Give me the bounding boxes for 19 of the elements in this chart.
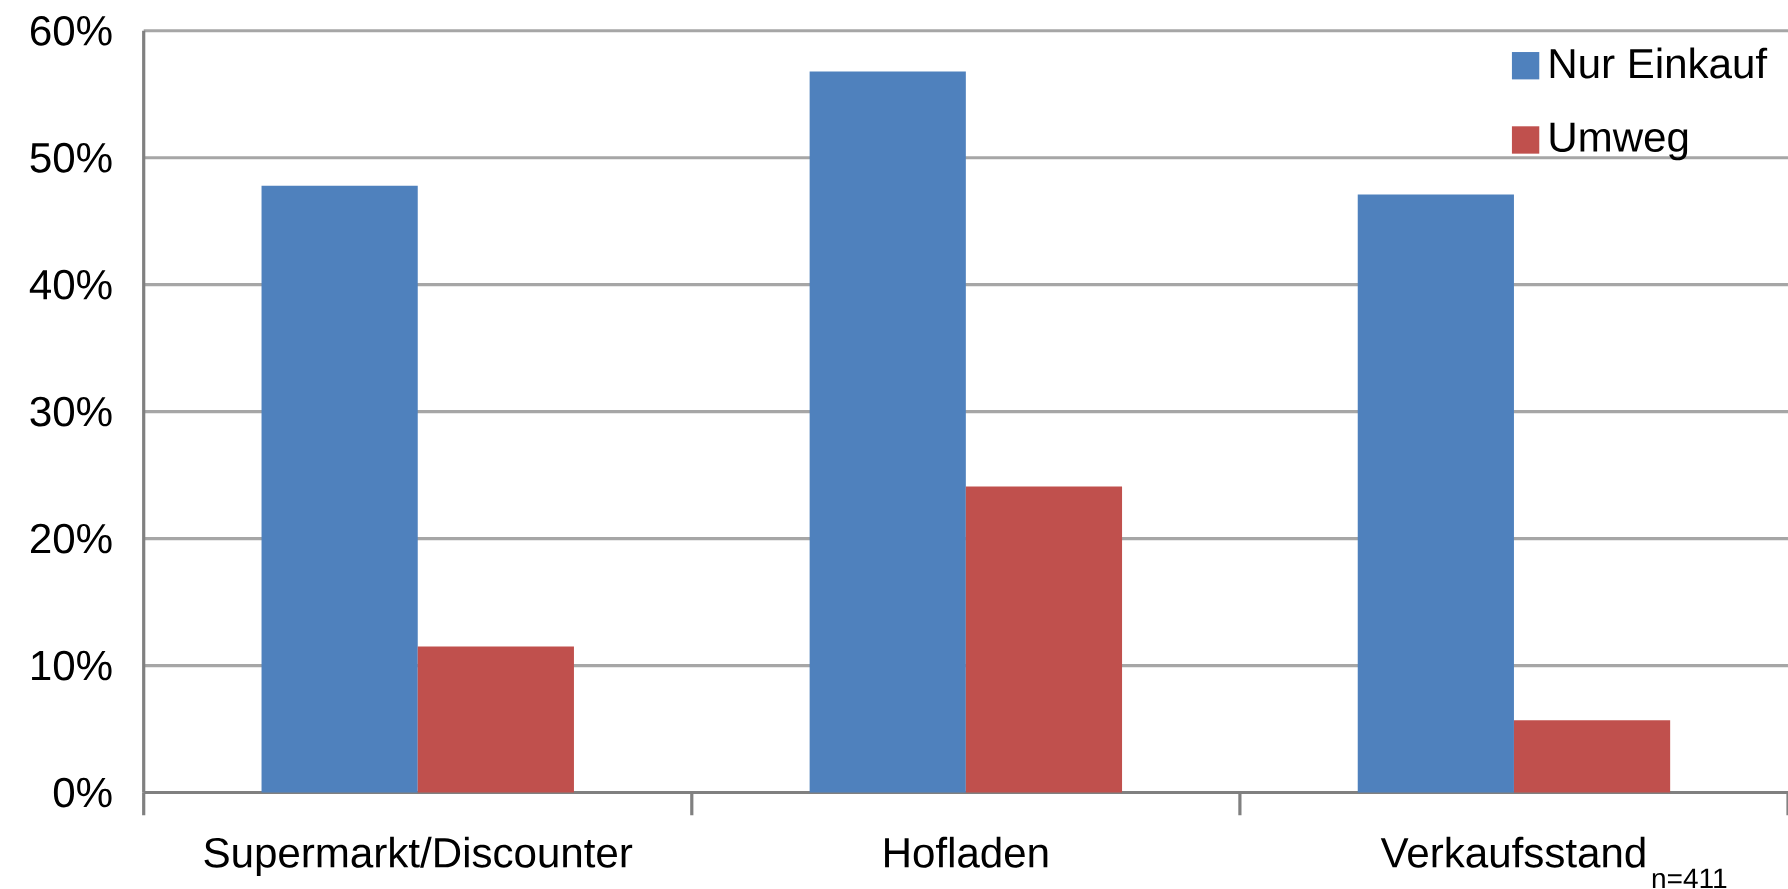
bar xyxy=(809,71,966,793)
x-tick-label: Verkaufsstand xyxy=(1380,836,1645,868)
legend-label: Nur Einkauf xyxy=(1550,47,1768,79)
y-tick-label: 50% xyxy=(30,142,112,173)
text: n=411 xyxy=(1652,868,1727,888)
bar xyxy=(1513,719,1671,793)
bar xyxy=(417,646,574,793)
bar xyxy=(261,185,418,793)
legend-label: Umweg xyxy=(1550,122,1688,161)
bar xyxy=(1357,194,1514,793)
y-tick-label: 0% xyxy=(53,777,112,808)
x-tick-label: Hofladen xyxy=(885,836,1048,868)
y-tick-label: 40% xyxy=(29,269,112,300)
y-tick-label: 10% xyxy=(32,650,112,681)
x-tick-label: Supermarkt/Discounter xyxy=(204,836,633,876)
y-tick-label: 60% xyxy=(31,15,112,46)
y-tick-label: 30% xyxy=(30,396,112,427)
y-tick-label: 20% xyxy=(31,523,112,554)
bar xyxy=(965,486,1123,793)
